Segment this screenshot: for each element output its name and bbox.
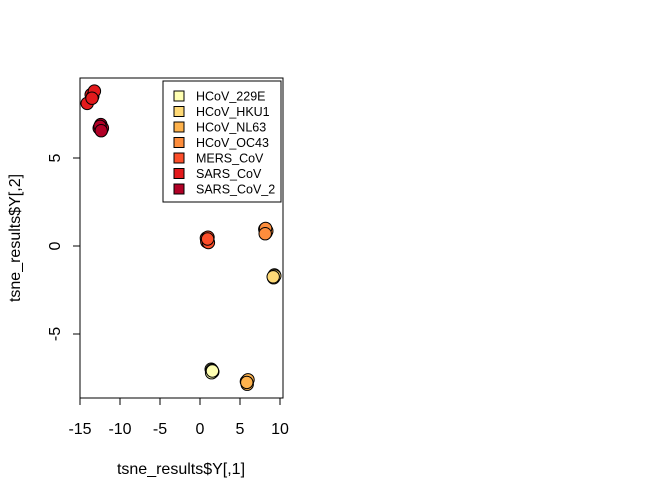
legend-label: HCoV_229E — [196, 90, 266, 104]
y-tick-label: 5 — [47, 153, 64, 162]
legend-swatch — [173, 168, 185, 179]
legend-swatch — [173, 106, 185, 117]
legend-swatch — [173, 90, 185, 102]
y-axis: -5 0 5 — [47, 153, 81, 341]
data-point-hcov-nl63 — [240, 375, 254, 390]
x-tick-label: 10 — [271, 421, 289, 438]
x-tick-label: 0 — [196, 421, 205, 438]
x-tick-label: -15 — [68, 421, 91, 438]
y-axis-label: tsne_results$Y[,2] — [7, 174, 24, 302]
legend-swatch — [173, 152, 185, 164]
data-point-hcov-oc43 — [258, 227, 272, 241]
x-tick-label: -5 — [153, 421, 167, 438]
data-point-sars-cov — [85, 91, 99, 105]
x-axis-label: tsne_results$Y[,1] — [117, 461, 245, 478]
legend-label: SARS_CoV — [196, 167, 262, 181]
legend-label: SARS_CoV_2 — [196, 183, 275, 197]
data-point-hcov-hku1 — [266, 270, 280, 284]
x-tick-label: -10 — [108, 421, 131, 438]
data-point-mers-cov — [200, 232, 215, 246]
y-tick-label: 0 — [47, 241, 64, 250]
points-layer — [80, 84, 282, 391]
legend-label: MERS_CoV — [196, 152, 264, 166]
legend-swatch — [173, 121, 185, 133]
legend-label: HCoV_OC43 — [196, 136, 269, 150]
data-point-hcov-229e — [205, 364, 220, 378]
x-tick-label: 5 — [236, 421, 245, 438]
legend-swatch — [173, 137, 185, 148]
y-tick-label: -5 — [47, 327, 64, 341]
x-axis: -15 -10 -5 0 5 10 — [68, 397, 289, 438]
legend-label: HCoV_HKU1 — [196, 105, 270, 119]
legend-swatch — [173, 183, 185, 195]
data-point-sars-cov-2 — [94, 124, 108, 138]
legend-label: HCoV_NL63 — [196, 121, 266, 135]
